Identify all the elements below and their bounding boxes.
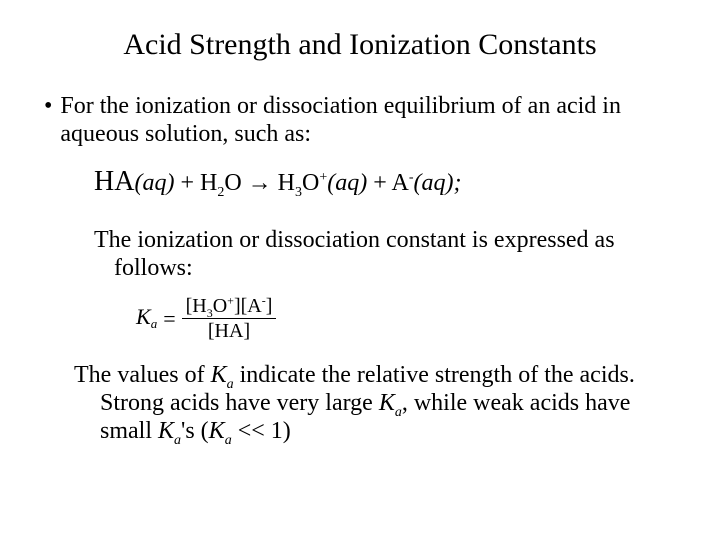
formula-K: K: [136, 304, 151, 329]
eq-arrow: →: [242, 170, 278, 196]
p2-k2: K: [379, 390, 395, 416]
eq-plus2: +: [367, 170, 391, 196]
eq-ha: HA: [94, 166, 134, 197]
p2-a4: a: [225, 433, 232, 448]
slide-title: Acid Strength and Ionization Constants: [40, 28, 680, 62]
eq-a: A: [391, 170, 408, 196]
formula-numerator: [H3O+][A-]: [182, 294, 277, 319]
eq-aq3: (aq);: [413, 170, 461, 196]
p2-a2: a: [395, 405, 402, 420]
bullet-text: For the ionization or dissociation equil…: [60, 92, 680, 148]
num-r: ]: [266, 295, 273, 317]
formula-a: a: [151, 317, 158, 332]
formula-left: Ka: [136, 304, 157, 332]
bullet-item: • For the ionization or dissociation equ…: [40, 92, 680, 148]
p2-t1: The values of: [74, 362, 211, 388]
eq-aq2: (aq): [327, 170, 367, 196]
paragraph-2: The values of Ka indicate the relative s…: [40, 361, 680, 445]
eq-h3o-o: O: [302, 170, 319, 196]
formula-denominator: [HA]: [204, 319, 254, 343]
p2-t5: << 1): [232, 418, 291, 444]
eq-h2o-o: O: [224, 170, 241, 196]
para2-wrap: The values of Ka indicate the relative s…: [74, 361, 680, 445]
chemical-equation: HA(aq) + H2O → H3O+(aq) + A-(aq);: [40, 166, 680, 198]
num-mid: ][A: [234, 295, 262, 317]
bullet-mark: •: [44, 92, 52, 148]
formula-eq: =: [163, 306, 175, 332]
eq-h2o-h: H: [200, 170, 217, 196]
num-l: [H: [186, 295, 207, 317]
formula-block: Ka = [H3O+][A-] [HA]: [40, 294, 680, 343]
eq-plus1: +: [174, 170, 200, 196]
num-o: O: [213, 295, 227, 317]
num-plus: +: [227, 293, 234, 307]
p2-t4: 's (: [181, 418, 209, 444]
eq-h3o-h: H: [278, 170, 295, 196]
eq-aq1: (aq): [134, 170, 174, 196]
p2-k4: K: [209, 418, 225, 444]
paragraph-1: The ionization or dissociation constant …: [40, 226, 680, 282]
p2-k1: K: [211, 362, 227, 388]
ka-formula: Ka = [H3O+][A-] [HA]: [136, 294, 276, 343]
para1-text: The ionization or dissociation constant …: [94, 226, 680, 282]
eq-h3o-sub: 3: [295, 185, 302, 200]
p2-k3: K: [158, 418, 174, 444]
formula-fraction: [H3O+][A-] [HA]: [182, 294, 277, 343]
p2-a3: a: [174, 433, 181, 448]
